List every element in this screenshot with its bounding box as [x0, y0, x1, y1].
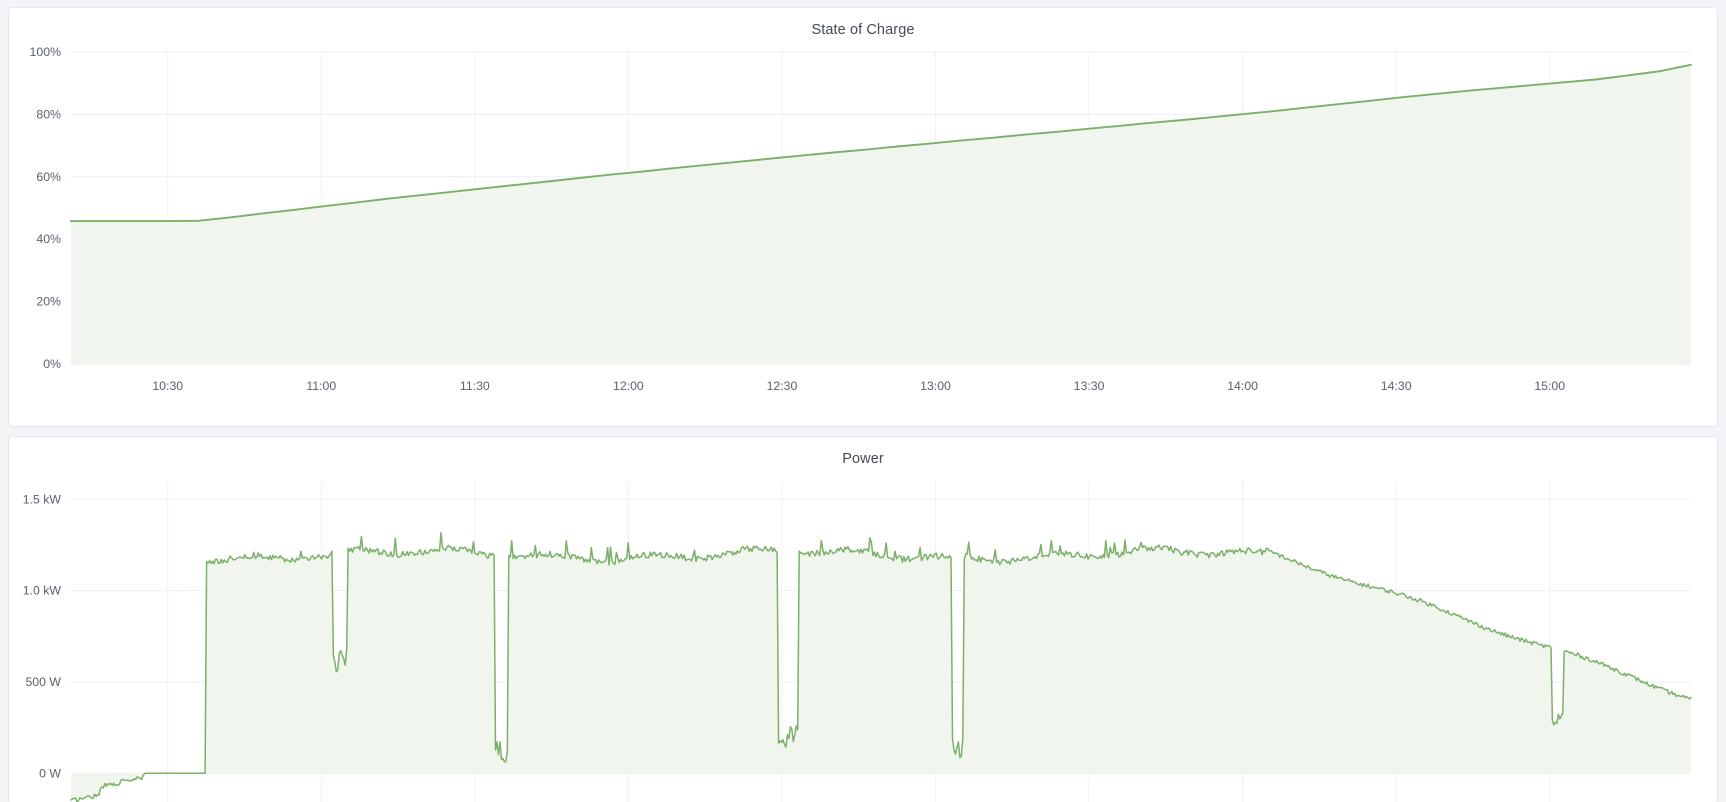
- x-axis-tick-label: 10:30: [152, 379, 183, 393]
- y-axis-tick-label: 0 W: [39, 766, 61, 780]
- y-axis-tick-label: 20%: [36, 295, 61, 309]
- x-axis-tick-label: 12:00: [613, 379, 644, 393]
- y-axis-tick-label: 40%: [36, 232, 61, 246]
- panel-title-state-of-charge: State of Charge: [811, 22, 915, 38]
- y-axis-tick-label: 60%: [36, 170, 61, 184]
- series-line-power: [70, 531, 1692, 802]
- chart-state-of-charge[interactable]: 0% 20% 40% 60% 80% 100% 10:30 11:00 11:30 12:00 12…: [9, 38, 1717, 410]
- series-line-state-of-charge: [70, 63, 1692, 223]
- y-axis-tick-label: 100%: [30, 45, 62, 59]
- x-axis-tick-label: 11:30: [460, 379, 490, 393]
- x-axis-tick-label: 12:30: [767, 379, 798, 393]
- x-axis-tick-label: 13:30: [1074, 379, 1105, 393]
- x-axis-tick-label: 13:00: [920, 379, 951, 393]
- y-axis-tick-label: 80%: [36, 107, 61, 121]
- panel-state-of-charge[interactable]: State of Charge 0% 20% 40% 60% 80% 100% 10:30 1…: [8, 7, 1718, 427]
- y-axis-tick-label: 1.0 kW: [23, 584, 62, 598]
- y-axis-tick-label: 0%: [43, 357, 61, 371]
- x-axis-tick-label: 14:00: [1227, 379, 1258, 393]
- panel-title-power: Power: [842, 451, 884, 467]
- y-axis-tick-label: 1.5 kW: [23, 492, 62, 506]
- panel-power[interactable]: Power 0 W 500 W 1.0 kW 1.5 kW: [8, 436, 1718, 802]
- y-axis-tick-label: 500 W: [25, 675, 61, 689]
- x-axis-tick-label: 14:30: [1381, 379, 1412, 393]
- chart-svg-power: 0 W 500 W 1.0 kW 1.5 kW: [23, 481, 1692, 802]
- chart-svg-state-of-charge: 0% 20% 40% 60% 80% 100% 10:30 11:00 11:30 12:00 12…: [30, 45, 1692, 393]
- chart-power[interactable]: 0 W 500 W 1.0 kW 1.5 kW: [9, 467, 1717, 802]
- x-axis-tick-label: 15:00: [1534, 379, 1565, 393]
- x-axis-tick-label: 11:00: [306, 379, 336, 393]
